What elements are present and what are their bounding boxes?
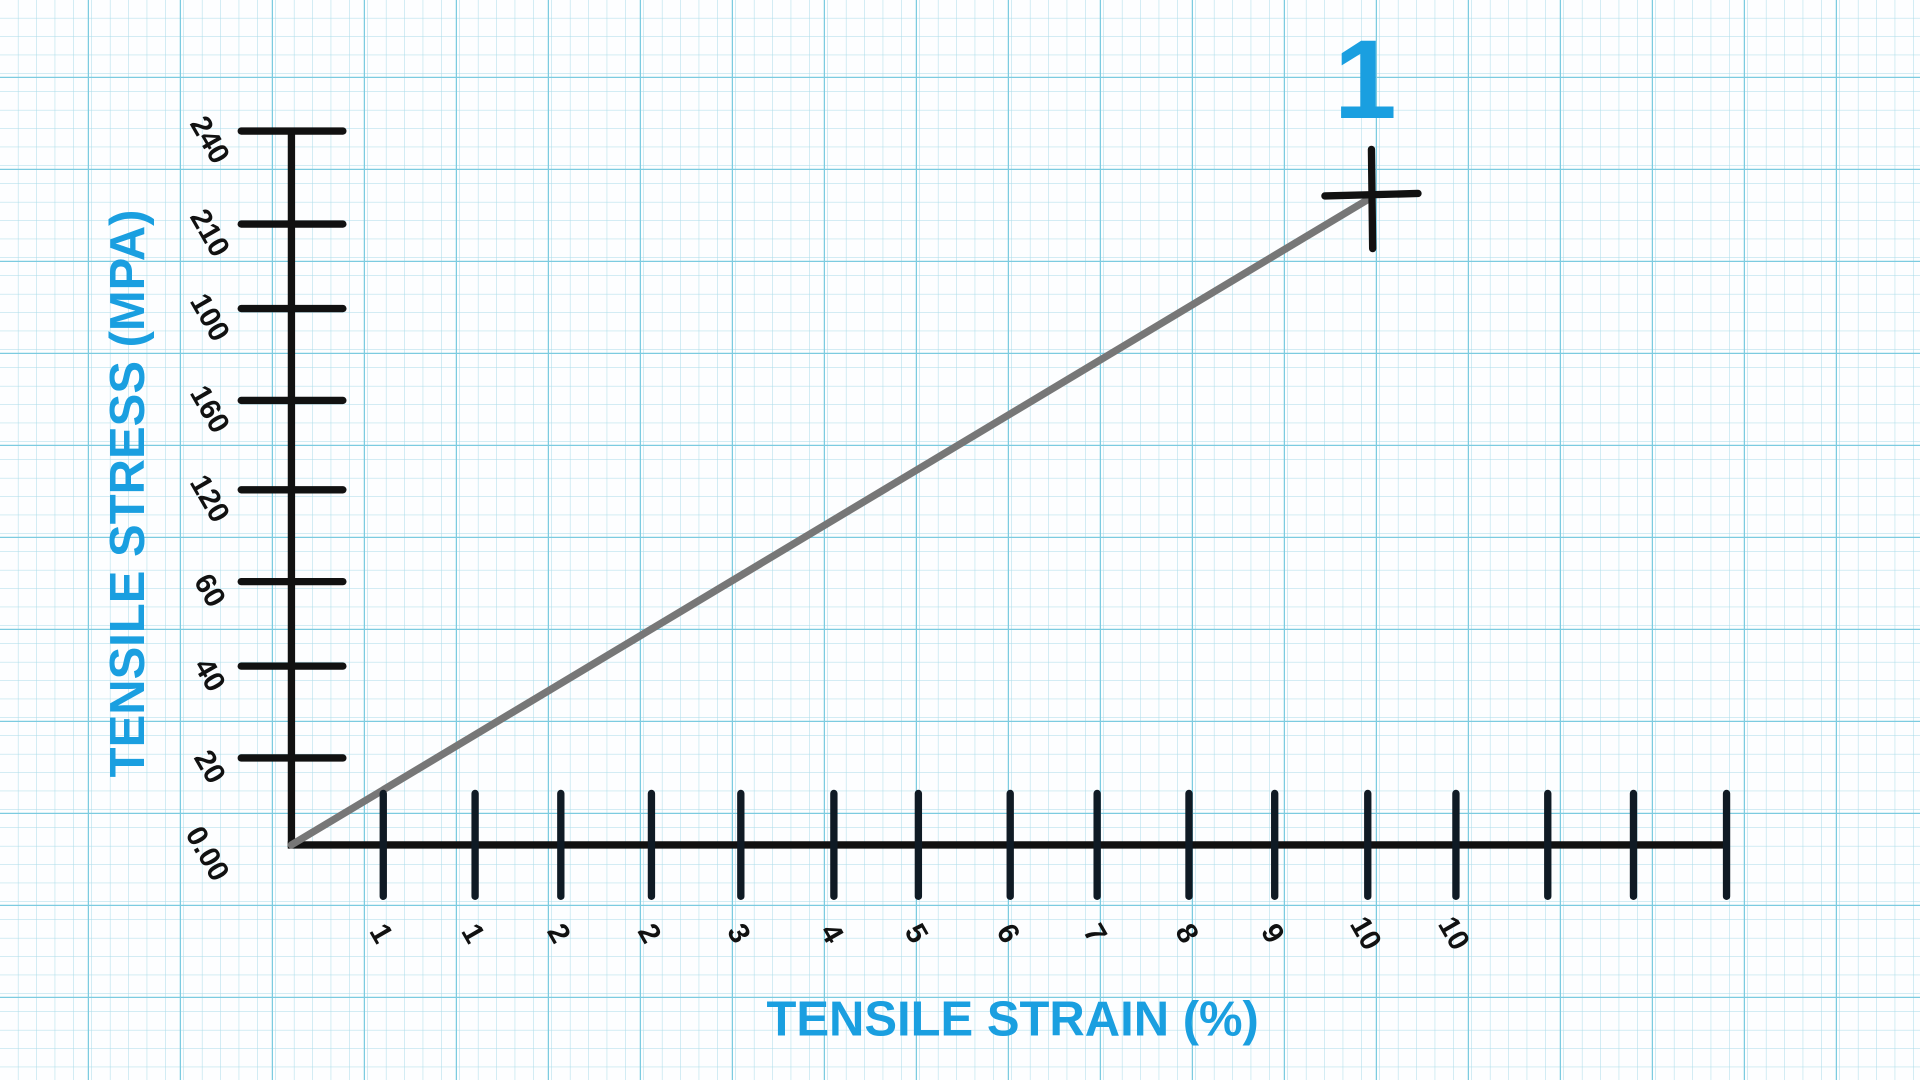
marker-label: 1 [1334,16,1397,142]
curve [287,195,1372,849]
x-axis-title: TENSILE STRAIN (%) [766,992,1258,1046]
y-axis-title: TENSILE STRESS (MPA) [101,210,155,778]
marker [1367,145,1377,253]
plot: 1 TENSILE STRESS (MPA) TENSILE STRAIN (%… [101,16,1731,1046]
